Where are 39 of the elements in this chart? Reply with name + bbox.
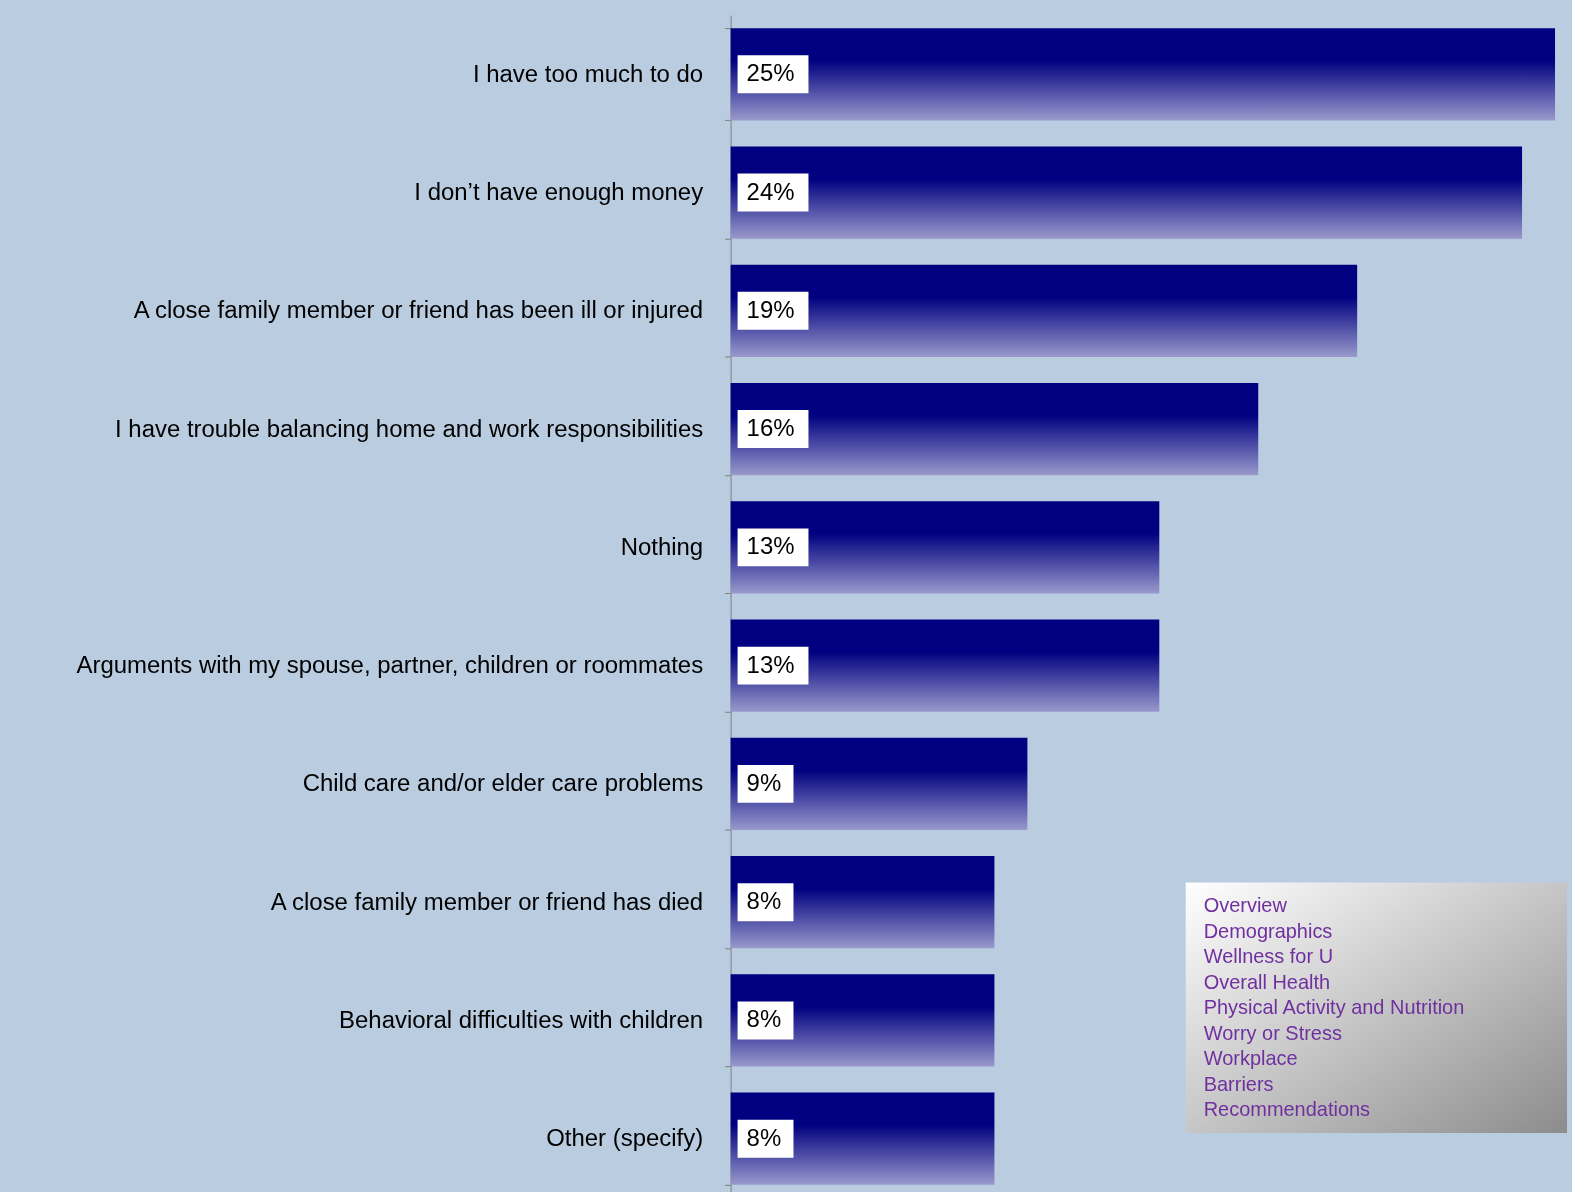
data-label: 16% (746, 414, 795, 442)
annotation: Demographics (1203, 919, 1333, 942)
bar (730, 856, 995, 949)
y-tick-label: Arguments with my spouse, partner, children or roommates (76, 651, 704, 679)
data-label: 13% (746, 532, 795, 560)
bar (730, 382, 1259, 476)
annotation: Barriers (1203, 1072, 1274, 1095)
y-tick-label: I have trouble balancing home and work responsibilities (115, 414, 704, 442)
data-label: 9% (746, 768, 782, 796)
bar (730, 974, 995, 1067)
y-tick-label: Nothing (620, 532, 704, 560)
bar (730, 501, 1160, 594)
y-tick-label: I don’t have enough money (414, 178, 704, 206)
y-tick-label: Behavioral difficulties with children (339, 1005, 704, 1033)
bar (730, 264, 1358, 357)
bar (730, 737, 1028, 831)
bar (730, 146, 1523, 239)
data-label: 8% (746, 887, 782, 915)
y-tick-label: Other (specify) (546, 1124, 704, 1152)
bar (730, 619, 1160, 712)
y-tick-label: A close family member or friend has died (270, 887, 704, 915)
data-label: 19% (746, 295, 795, 323)
data-label: 24% (746, 177, 795, 205)
annotation: Overall Health (1203, 970, 1331, 993)
y-tick-label: A close family member or friend has been ill or injured (133, 296, 704, 324)
bar (730, 28, 1556, 121)
annotation: Overview (1203, 894, 1288, 917)
data-label: 8% (746, 1123, 782, 1151)
bar (730, 1092, 995, 1185)
data-label: 13% (746, 650, 795, 678)
data-label: 25% (746, 59, 795, 87)
data-label: 8% (746, 1005, 782, 1033)
annotation: Recommendations (1203, 1098, 1371, 1121)
annotation: Physical Activity and Nutrition (1203, 996, 1465, 1019)
annotation: Workplace (1203, 1047, 1298, 1070)
y-tick-label: Child care and/or elder care problems (302, 769, 704, 797)
y-tick-label: I have too much to do (472, 59, 704, 87)
annotation: Wellness for U (1203, 945, 1334, 968)
annotation: Worry or Stress (1203, 1021, 1342, 1044)
